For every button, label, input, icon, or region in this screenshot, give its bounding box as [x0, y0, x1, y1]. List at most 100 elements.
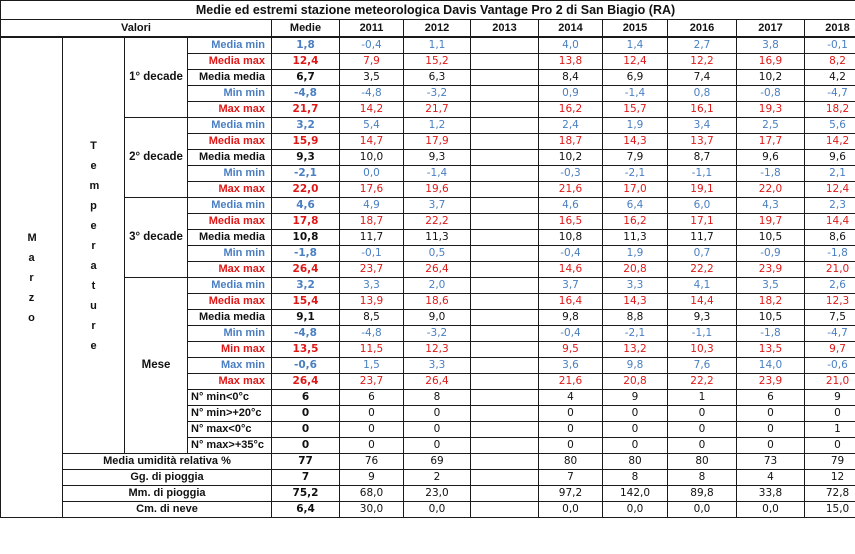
row-label: Min min — [187, 85, 272, 102]
medie-value: 4,6 — [271, 197, 340, 214]
table-row: Marzo Temperature 1° decade Media min 1,8 -0,… — [0, 36, 855, 518]
medie-value: 6,7 — [271, 69, 340, 86]
row-label: Media max — [187, 133, 272, 150]
year-value: 16,9 — [736, 53, 805, 70]
year-value: 22,0 — [736, 181, 805, 198]
year-value: 1 — [667, 389, 737, 406]
year-value: -1,1 — [667, 325, 737, 342]
year-value: 2,1 — [803, 165, 855, 182]
year-value: 4,1 — [667, 277, 737, 294]
year-value: 69 — [403, 453, 471, 470]
section-label: 3° decade — [124, 197, 188, 278]
year-value: 3,3 — [339, 277, 404, 294]
year-value: 9 — [602, 389, 668, 406]
year-value: 20,8 — [602, 373, 668, 390]
year-value: 23,7 — [339, 373, 404, 390]
year-value: -0,4 — [339, 36, 404, 54]
year-value: 13,8 — [538, 53, 603, 70]
year-value — [470, 453, 539, 470]
year-value: 7,9 — [602, 149, 668, 166]
year-value — [470, 485, 539, 502]
year-value: 20,8 — [602, 261, 668, 278]
year-value — [470, 165, 539, 182]
year-value: 8 — [667, 469, 737, 486]
table-row: Mm. di pioggia 75,2 68,0 23,0 97,2 142,0 89,8 3… — [1, 485, 855, 502]
year-value — [470, 437, 539, 454]
header-valori: Valori — [0, 19, 272, 38]
row-label: Min max — [187, 341, 272, 358]
year-value: 3,5 — [339, 69, 404, 86]
year-value: -1,1 — [667, 165, 737, 182]
year-value: 17,1 — [667, 213, 737, 230]
year-value: 0 — [803, 437, 855, 454]
row-label: Media min — [187, 117, 272, 134]
year-value: -4,8 — [339, 85, 404, 102]
table-row: Media max 17,8 18,7 22,2 16,5 16,2 17,1 19,7 14,… — [1, 213, 855, 230]
year-value: 12,2 — [667, 53, 737, 70]
year-value: -0,6 — [803, 357, 855, 374]
row-label: Media media — [187, 69, 272, 86]
year-value: 22,2 — [667, 373, 737, 390]
year-value: 3,5 — [736, 277, 805, 294]
year-value: 13,5 — [736, 341, 805, 358]
year-value: -1,4 — [403, 165, 471, 182]
year-value: -0,1 — [803, 36, 855, 54]
table-row: Max max 26,4 23,7 26,4 21,6 20,8 22,2 23,9 21,0 — [1, 373, 855, 390]
year-value — [470, 389, 539, 406]
table-row: Max min -0,6 1,5 3,3 3,6 9,8 7,6 14,0 -0,6 — [1, 357, 855, 374]
year-value — [470, 469, 539, 486]
year-value: 11,5 — [339, 341, 404, 358]
year-value: 0 — [538, 437, 603, 454]
year-value: 76 — [339, 453, 404, 470]
year-value: 6 — [339, 389, 404, 406]
header-row: Valori Medie 2011 2012 2013 2014 2015 20… — [0, 19, 855, 38]
row-label: N° max>+35°c — [187, 437, 272, 454]
year-value: 2,4 — [538, 117, 603, 134]
year-value: 3,7 — [403, 197, 471, 214]
year-value: 1,9 — [602, 117, 668, 134]
year-value: 0,5 — [403, 245, 471, 262]
year-value: 14,7 — [339, 133, 404, 150]
medie-value: 12,4 — [271, 53, 340, 70]
medie-value: 3,2 — [271, 277, 340, 294]
year-value: 0 — [602, 437, 668, 454]
year-value: 21,0 — [803, 373, 855, 390]
year-value: 0 — [736, 437, 805, 454]
medie-value: 0 — [271, 405, 340, 422]
year-value: 80 — [602, 453, 668, 470]
year-value — [470, 357, 539, 374]
year-value: 8,6 — [803, 229, 855, 246]
table-row: N° max>+35°c 0 0 0 0 0 0 0 0 — [1, 437, 855, 454]
group-label-text: Temperature — [89, 139, 100, 352]
year-value: 9,6 — [736, 149, 805, 166]
year-value: 3,7 — [538, 277, 603, 294]
table-row: Min min -1,8 -0,1 0,5 -0,4 1,9 0,7 -0,9 -1,8 — [1, 245, 855, 262]
year-value: -0,3 — [538, 165, 603, 182]
year-value: 18,2 — [736, 293, 805, 310]
year-value: -1,8 — [736, 325, 805, 342]
year-value — [470, 373, 539, 390]
year-value: 0 — [667, 421, 737, 438]
year-value: 79 — [803, 453, 855, 470]
year-value: 13,2 — [602, 341, 668, 358]
year-value: 9,3 — [667, 309, 737, 326]
year-value: 17,6 — [339, 181, 404, 198]
medie-value: 75,2 — [271, 485, 340, 502]
year-value: 17,0 — [602, 181, 668, 198]
year-value — [470, 69, 539, 86]
medie-value: 21,7 — [271, 101, 340, 118]
medie-value: 10,8 — [271, 229, 340, 246]
row-label: Max max — [187, 373, 272, 390]
year-value: 17,9 — [403, 133, 471, 150]
year-value: 19,3 — [736, 101, 805, 118]
group-label: Temperature — [62, 36, 125, 454]
medie-value: -2,1 — [271, 165, 340, 182]
year-value — [470, 341, 539, 358]
year-value: 0 — [602, 421, 668, 438]
year-value: 19,7 — [736, 213, 805, 230]
year-value — [470, 405, 539, 422]
year-value — [470, 36, 539, 54]
year-value: 11,7 — [667, 229, 737, 246]
year-value: 18,6 — [403, 293, 471, 310]
